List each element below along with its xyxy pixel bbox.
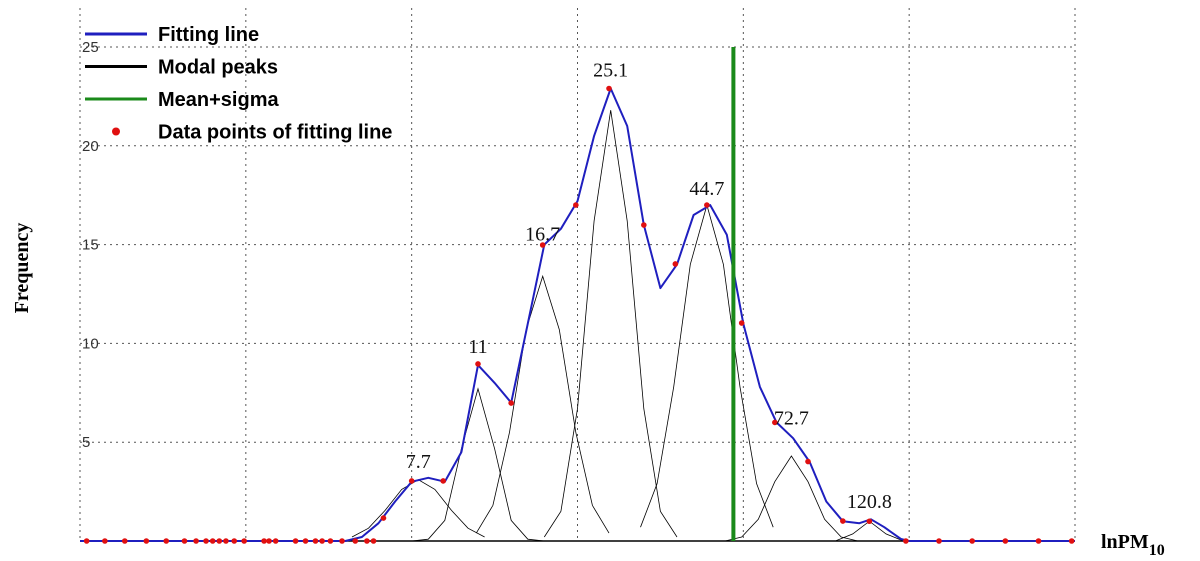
data-point	[302, 538, 309, 544]
legend-swatch	[112, 127, 120, 136]
modal-peak	[411, 387, 545, 542]
data-point	[1068, 538, 1075, 544]
modal-peak	[475, 274, 610, 534]
legend-label: Modal peaks	[158, 57, 278, 79]
data-point	[216, 538, 223, 544]
data-point	[241, 538, 247, 544]
data-point	[866, 518, 873, 525]
data-point	[312, 538, 319, 544]
data-point	[672, 261, 679, 267]
legend-label: Data points of fitting line	[158, 122, 392, 144]
data-point	[339, 538, 345, 544]
data-point	[475, 361, 481, 367]
peak-label: 44.7	[689, 178, 724, 200]
data-point	[102, 538, 108, 544]
data-point	[1035, 538, 1042, 544]
y-tick-label: 15	[82, 237, 99, 254]
peak-label: 72.7	[774, 408, 809, 430]
data-point	[903, 538, 909, 544]
data-point	[163, 538, 170, 544]
data-point	[772, 419, 778, 426]
data-point	[181, 538, 188, 544]
peak-label: 7.7	[406, 451, 431, 473]
data-point	[292, 538, 299, 544]
data-point	[704, 202, 710, 208]
peak-label: 16.7	[525, 224, 560, 246]
x-axis-label-main: lnPM	[1101, 531, 1149, 553]
data-point	[352, 538, 359, 544]
peak-label: 25.1	[593, 59, 628, 81]
data-point	[261, 538, 267, 544]
y-tick-label: 25	[82, 39, 99, 56]
data-point	[606, 85, 612, 92]
data-point	[508, 400, 514, 406]
data-point	[969, 538, 975, 544]
data-point	[193, 538, 199, 544]
modal-peak	[640, 203, 774, 528]
data-point	[805, 458, 811, 465]
data-point	[840, 518, 846, 524]
y-axis-label: Frequency	[11, 223, 33, 314]
x-axis-label-sub: 10	[1149, 542, 1165, 559]
legend-label: Mean+sigma	[158, 89, 279, 111]
data-point	[203, 538, 209, 544]
modal-peak	[543, 110, 678, 538]
data-point	[121, 538, 128, 544]
data-point	[641, 222, 647, 228]
data-point	[83, 538, 90, 544]
fitting-line	[80, 87, 1075, 542]
data-point	[327, 538, 334, 544]
peak-label: 120.8	[847, 491, 892, 513]
data-point	[1002, 538, 1009, 544]
y-tick-label: 10	[82, 335, 99, 352]
modal-peak	[836, 520, 903, 541]
data-point	[209, 538, 216, 544]
data-point	[573, 202, 579, 208]
data-point	[539, 242, 546, 248]
x-axis-label: lnPM10	[1101, 531, 1165, 559]
data-point	[364, 538, 370, 544]
y-tick-label: 5	[82, 434, 90, 451]
data-point	[143, 538, 150, 544]
y-tick-label: 20	[82, 138, 99, 155]
legend-label: Fitting line	[158, 24, 259, 46]
data-point	[408, 478, 415, 484]
data-point	[370, 538, 377, 544]
data-point	[319, 538, 325, 544]
data-point	[223, 538, 229, 544]
data-point	[266, 538, 272, 544]
data-point	[231, 538, 238, 544]
data-point	[936, 538, 942, 544]
peak-label: 11	[468, 336, 487, 358]
data-point	[272, 538, 279, 544]
modal-peak	[725, 455, 858, 542]
data-point	[738, 320, 745, 326]
data-point	[380, 515, 387, 521]
data-point	[440, 478, 446, 484]
